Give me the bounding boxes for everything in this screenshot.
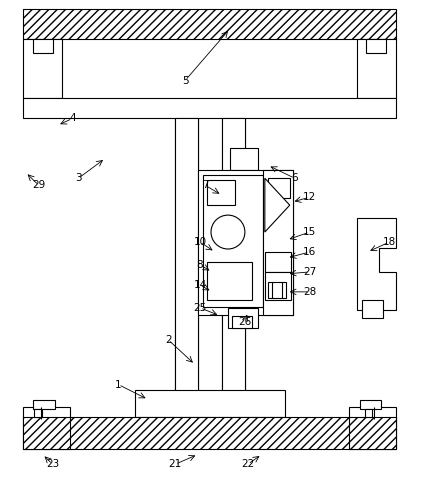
Bar — [33, 400, 54, 410]
Text: 7: 7 — [202, 180, 208, 190]
Bar — [23, 9, 397, 39]
Bar — [366, 39, 386, 53]
Bar — [23, 418, 397, 449]
Bar — [232, 316, 252, 328]
Bar — [23, 39, 62, 98]
Text: 1: 1 — [115, 380, 122, 390]
Bar — [228, 308, 258, 328]
Bar — [23, 98, 397, 118]
Text: 5: 5 — [182, 75, 188, 85]
Bar — [357, 39, 397, 98]
Text: 18: 18 — [383, 237, 396, 247]
Text: 29: 29 — [32, 180, 45, 190]
Bar — [23, 408, 71, 420]
Bar — [265, 252, 291, 272]
Polygon shape — [265, 178, 290, 232]
Text: 25: 25 — [193, 303, 207, 313]
Bar — [23, 418, 71, 449]
Bar — [222, 118, 245, 415]
Text: 6: 6 — [292, 173, 298, 183]
Text: 16: 16 — [303, 247, 316, 257]
Bar — [207, 262, 252, 300]
Text: 4: 4 — [69, 113, 76, 123]
Bar — [230, 148, 258, 170]
Bar — [365, 410, 372, 418]
Bar — [348, 418, 397, 449]
Bar — [348, 408, 397, 420]
Bar — [33, 39, 53, 53]
Text: 14: 14 — [193, 280, 207, 290]
Text: 23: 23 — [46, 459, 59, 469]
Bar — [34, 410, 42, 418]
Bar — [203, 175, 263, 307]
Text: 12: 12 — [303, 192, 316, 202]
Text: 27: 27 — [303, 267, 316, 277]
Polygon shape — [357, 218, 397, 310]
Text: 15: 15 — [303, 227, 316, 237]
Text: 2: 2 — [165, 335, 171, 345]
Text: 8: 8 — [197, 260, 203, 270]
Bar — [135, 390, 285, 418]
Bar — [265, 272, 291, 300]
Bar — [268, 282, 286, 298]
Bar — [175, 118, 198, 415]
Text: 28: 28 — [303, 287, 316, 297]
Bar — [198, 170, 293, 315]
Text: 22: 22 — [241, 459, 255, 469]
Bar — [268, 178, 290, 198]
Bar — [362, 300, 383, 318]
Bar — [263, 170, 293, 315]
Text: 3: 3 — [75, 173, 82, 183]
Bar — [360, 400, 382, 410]
Bar — [207, 180, 235, 205]
Text: 10: 10 — [193, 237, 207, 247]
Text: 26: 26 — [238, 317, 252, 327]
Text: 21: 21 — [168, 459, 182, 469]
